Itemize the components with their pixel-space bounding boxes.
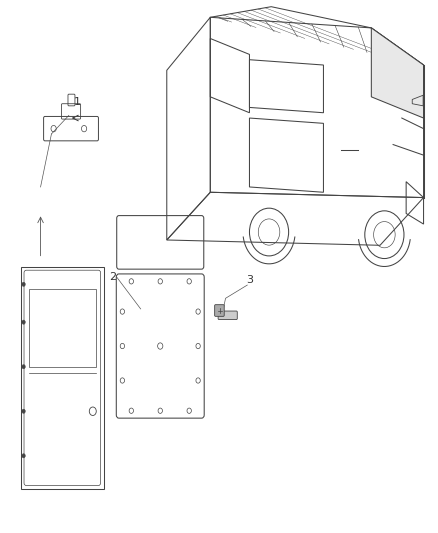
FancyBboxPatch shape xyxy=(215,305,224,317)
Text: 3: 3 xyxy=(246,274,253,285)
Text: 2: 2 xyxy=(109,272,116,282)
FancyBboxPatch shape xyxy=(218,311,237,319)
Circle shape xyxy=(22,320,25,324)
Text: 1: 1 xyxy=(74,98,81,108)
Circle shape xyxy=(22,454,25,458)
Polygon shape xyxy=(371,28,424,118)
Circle shape xyxy=(22,282,25,286)
Circle shape xyxy=(22,365,25,369)
Circle shape xyxy=(22,409,25,414)
